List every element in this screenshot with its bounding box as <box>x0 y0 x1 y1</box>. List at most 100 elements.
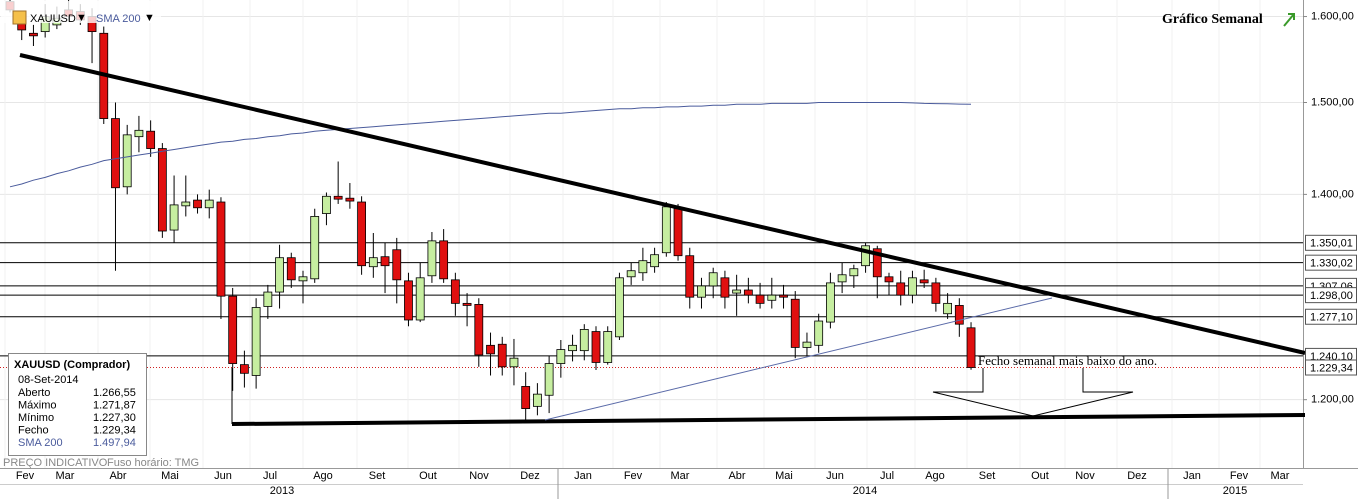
x-tick-label: Ago <box>313 470 333 482</box>
tooltip-value: 1.497,94 <box>93 437 136 449</box>
level-label: 1.298,00 <box>1310 290 1353 302</box>
candle-body <box>146 130 156 149</box>
candle-body <box>720 277 730 298</box>
x-tick-label: Ago <box>925 470 945 482</box>
tooltip: XAUUSD (Comprador) 08-Set-2014 Aberto 1.2… <box>8 353 147 456</box>
candle-body <box>568 344 577 352</box>
tooltip-label: Fecho <box>18 424 49 436</box>
candle-body <box>298 276 308 282</box>
tooltip-value: 1.271,87 <box>93 399 136 411</box>
candle-body <box>322 195 331 214</box>
candle-body <box>743 289 753 296</box>
level-label: 1.330,02 <box>1310 258 1353 270</box>
candle-body <box>357 201 367 267</box>
footer: Fuso horário: TMG <box>107 457 199 469</box>
level-label-box <box>1305 308 1357 325</box>
trend-line <box>19 53 1306 355</box>
tooltip-box <box>8 353 147 456</box>
candle-body <box>790 298 800 348</box>
candle-body <box>286 257 296 281</box>
x-tick-label: Dez <box>1127 470 1147 482</box>
candle-body <box>931 282 941 304</box>
dropdown[interactable]: ▼ <box>76 12 87 24</box>
candle-body <box>310 216 320 280</box>
candle-body <box>404 280 413 321</box>
candle-body <box>345 197 355 202</box>
support-line <box>231 413 1306 426</box>
candle-body <box>228 295 238 364</box>
x-tick-label: Nov <box>1075 470 1095 482</box>
tooltip-label: SMA 200 <box>18 437 63 449</box>
candle-body <box>943 302 952 315</box>
candle-body <box>263 291 273 307</box>
candle-body <box>509 357 519 368</box>
candle-body <box>111 118 120 189</box>
x-tick-label: Jul <box>263 470 277 482</box>
level-label: 1.277,10 <box>1310 312 1353 324</box>
candle-body <box>954 305 964 325</box>
candle-body <box>134 129 144 138</box>
candle-body <box>697 285 706 298</box>
candle-body <box>380 256 390 267</box>
candle-body <box>122 134 132 188</box>
candle-body <box>486 344 495 355</box>
candle-body <box>802 341 812 348</box>
sma-line <box>9 102 972 188</box>
candle-body <box>521 386 531 409</box>
candle-body <box>861 245 870 267</box>
tooltip-title: XAUUSD (Comprador) <box>14 359 130 371</box>
x-tick-label: Dez <box>520 470 540 482</box>
candle-body <box>591 331 601 363</box>
level-label-box <box>1305 234 1357 251</box>
candle-body <box>169 204 179 231</box>
x-tick-label: Mar <box>671 470 690 482</box>
x-tick-label: Mai <box>161 470 179 482</box>
last-price-box <box>1305 359 1357 376</box>
candle-body <box>755 294 765 304</box>
year-label: 2015 <box>1223 485 1247 497</box>
level-label-box <box>1305 254 1357 271</box>
candle-body <box>685 255 695 298</box>
candle-body <box>732 289 742 294</box>
x-tick-label: Fev <box>16 470 35 482</box>
dropdown[interactable]: ▼ <box>144 12 155 24</box>
x-tick-label: Mar <box>1271 470 1290 482</box>
candle-body <box>661 206 671 254</box>
level-label: 1.350,01 <box>1310 238 1353 250</box>
candle-body <box>462 302 472 306</box>
x-tick-label: Jan <box>574 470 592 482</box>
y-tick-label: 1.600,00 <box>1311 10 1354 22</box>
x-tick-label: Out <box>1031 470 1049 482</box>
candle-body <box>474 304 484 356</box>
x-tick-label: Fev <box>624 470 643 482</box>
candle-body <box>638 260 648 274</box>
level-label-box <box>1305 287 1357 304</box>
candle-body <box>251 307 261 376</box>
footer: PREÇO INDICATIVO <box>3 457 108 469</box>
candle-body <box>872 248 882 278</box>
legend-sma: SMA 200 <box>96 13 141 25</box>
candle-body <box>626 270 636 278</box>
y-tick-label: 1.500,00 <box>1311 96 1354 108</box>
candle-body <box>767 294 777 301</box>
candle-body <box>603 331 613 363</box>
tooltip-value: 1.227,30 <box>93 412 136 424</box>
candle-body <box>415 277 425 321</box>
annotation: Fecho semanal mais baixo do ano. <box>978 353 1157 368</box>
candle-body <box>708 272 718 287</box>
year-label: 2014 <box>853 485 877 497</box>
x-tick-label: Jun <box>214 470 232 482</box>
candle-body <box>650 254 659 268</box>
candle-body <box>193 199 202 209</box>
x-tick-label: Fev <box>1230 470 1249 482</box>
candle-body <box>450 279 460 304</box>
x-tick-label: Abr <box>728 470 745 482</box>
candle-body <box>673 208 683 257</box>
candle-body <box>579 329 589 352</box>
x-tick-label: Mai <box>775 470 793 482</box>
candle-body <box>615 277 624 338</box>
candle-body <box>497 343 507 368</box>
candle-body <box>427 240 437 277</box>
x-tick-label: Set <box>979 470 996 482</box>
